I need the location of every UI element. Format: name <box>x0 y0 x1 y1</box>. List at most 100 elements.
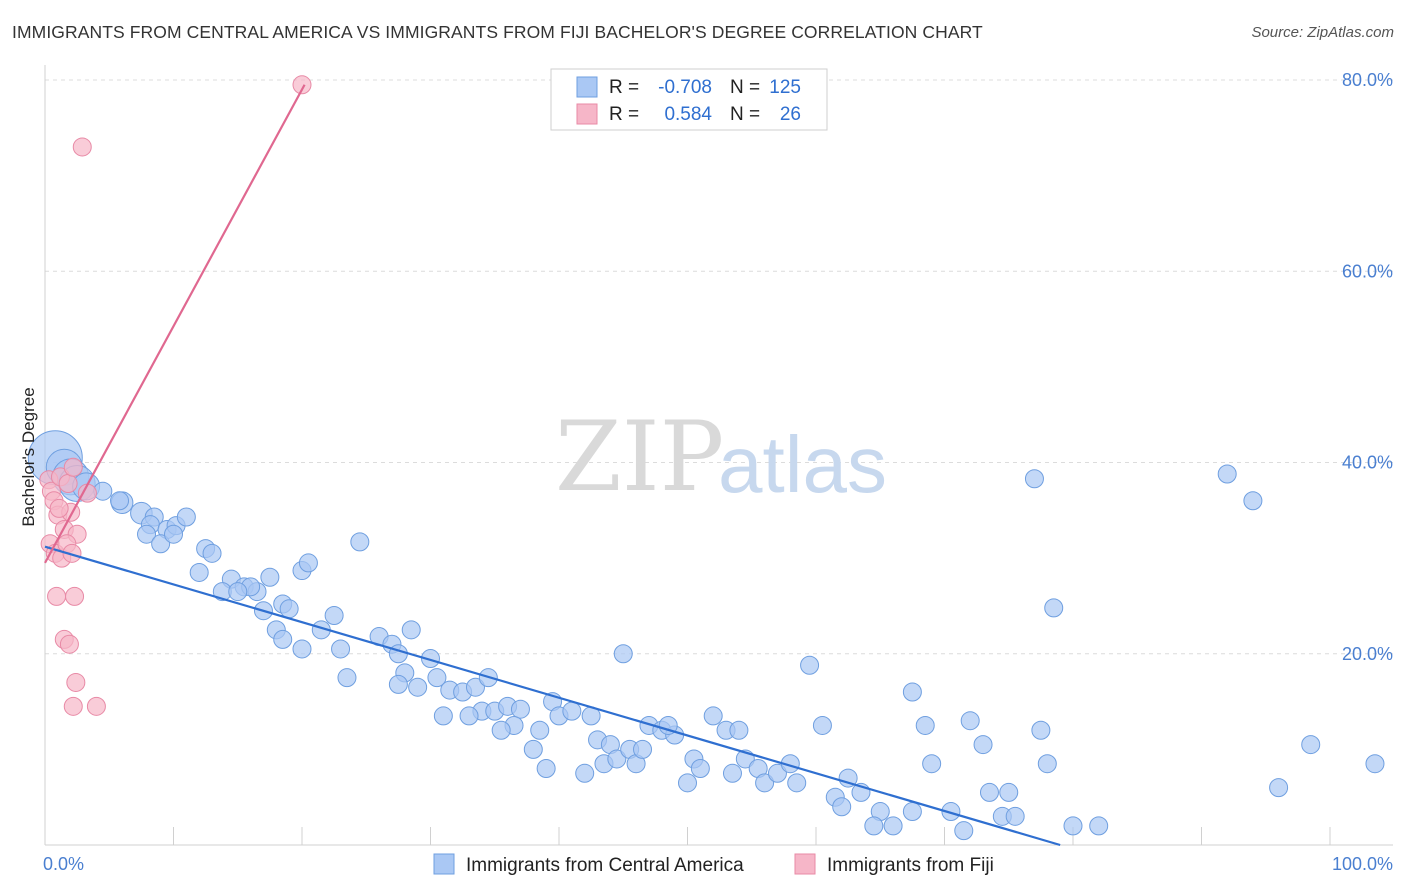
data-point-central-america <box>137 524 157 544</box>
data-point-central-america <box>1031 720 1051 740</box>
data-point-fiji <box>86 696 106 716</box>
legend-r-value-2: 0.584 <box>664 104 712 125</box>
data-point-central-america <box>337 668 357 688</box>
chart-title: IMMIGRANTS FROM CENTRAL AMERICA VS IMMIG… <box>12 22 983 42</box>
data-point-fiji <box>72 137 92 157</box>
data-point-fiji <box>63 696 83 716</box>
data-point-central-america <box>722 763 742 783</box>
data-point-central-america <box>350 532 370 552</box>
data-point-central-america <box>536 759 556 778</box>
legend-n-label-2: N = <box>730 104 760 125</box>
data-point-central-america <box>1089 816 1109 836</box>
data-point-central-america <box>787 773 807 793</box>
data-point-central-america <box>902 682 922 702</box>
data-point-fiji <box>47 586 67 606</box>
data-point-central-america <box>228 582 248 602</box>
trend-line-central-america <box>44 545 1061 847</box>
data-point-central-america <box>401 620 421 640</box>
data-point-central-america <box>427 668 447 688</box>
data-point-central-america <box>388 644 408 664</box>
data-point-central-america <box>176 507 196 527</box>
data-point-central-america <box>273 629 293 649</box>
data-point-central-america <box>465 677 485 697</box>
data-point-central-america <box>973 735 993 755</box>
data-point-central-america <box>298 553 318 573</box>
data-point-central-america <box>491 720 511 740</box>
chart-source: Source: ZipAtlas.com <box>1251 24 1394 41</box>
grid-lines <box>45 79 1393 655</box>
data-point-central-america <box>633 739 653 759</box>
bottom-legend-label-pink: Immigrants from Fiji <box>827 855 994 876</box>
data-point-fiji <box>65 586 85 606</box>
data-point-central-america <box>1063 816 1083 836</box>
data-point-central-america <box>678 773 697 793</box>
bottom-legend-swatch-blue <box>433 853 455 875</box>
data-point-central-america <box>530 720 550 740</box>
data-point-central-america <box>1044 598 1064 618</box>
data-point-central-america <box>510 699 530 719</box>
y-axis-label: Bachelor's Degree <box>19 387 38 526</box>
series-central-america-points <box>27 430 1385 841</box>
data-point-central-america <box>832 797 852 817</box>
data-point-fiji <box>59 634 79 654</box>
data-point-central-america <box>690 759 710 778</box>
data-point-central-america <box>523 739 543 759</box>
legend-swatch-pink <box>576 103 598 125</box>
legend-n-label-1: N = <box>730 77 760 98</box>
legend-swatch-blue <box>576 76 598 98</box>
data-point-central-america <box>954 821 974 841</box>
data-point-central-america <box>922 754 942 774</box>
y-tick-label: 20.0% <box>1342 644 1393 664</box>
legend-n-value-1: 125 <box>769 77 801 98</box>
data-point-central-america <box>433 706 453 726</box>
series-fiji-points <box>39 75 312 716</box>
data-point-central-america <box>110 491 130 511</box>
y-tick-label: 80.0% <box>1342 70 1393 90</box>
legend-n-value-2: 26 <box>780 104 801 125</box>
data-point-central-america <box>812 715 832 735</box>
data-point-central-america <box>388 674 408 694</box>
data-point-central-america <box>800 655 820 675</box>
data-point-central-america <box>1243 491 1263 511</box>
watermark-zip: ZIP <box>555 401 724 513</box>
data-point-fiji <box>66 672 86 692</box>
data-point-central-america <box>838 768 858 788</box>
trend-line-fiji <box>44 84 306 564</box>
data-point-central-america <box>1037 754 1057 774</box>
data-point-central-america <box>999 782 1019 802</box>
bottom-legend-label-blue: Immigrants from Central America <box>466 855 744 876</box>
data-point-central-america <box>703 706 723 726</box>
data-point-central-america <box>960 711 980 731</box>
data-point-central-america <box>164 524 183 544</box>
data-point-central-america <box>658 715 678 735</box>
data-point-central-america <box>1005 806 1025 826</box>
data-point-central-america <box>562 701 582 721</box>
watermark-atlas: atlas <box>718 420 887 509</box>
data-point-central-america <box>324 606 344 625</box>
data-point-central-america <box>292 639 312 659</box>
data-point-central-america <box>915 715 935 735</box>
data-point-central-america <box>613 644 633 664</box>
data-point-central-america <box>864 816 884 836</box>
data-point-central-america <box>979 782 999 802</box>
data-point-fiji <box>58 474 78 494</box>
data-point-central-america <box>883 816 903 836</box>
data-point-central-america <box>408 677 428 697</box>
data-point-central-america <box>459 706 479 726</box>
bottom-legend-swatch-pink <box>794 853 816 875</box>
tick-labels: 20.0% 40.0% 60.0% 80.0% 0.0% 100.0% <box>43 70 1393 874</box>
data-point-fiji <box>63 457 83 477</box>
data-point-central-america <box>755 773 775 793</box>
data-point-central-america <box>260 567 280 587</box>
legend-r-label-1: R = <box>609 77 639 98</box>
data-point-central-america <box>331 639 351 659</box>
data-point-fiji <box>62 543 82 563</box>
data-point-central-america <box>1024 469 1044 489</box>
legend-r-value-1: -0.708 <box>658 77 712 98</box>
data-point-central-america <box>189 562 209 582</box>
data-point-central-america <box>575 763 595 783</box>
data-point-central-america <box>1365 754 1385 774</box>
data-point-central-america <box>902 802 922 822</box>
data-point-central-america <box>1217 464 1237 484</box>
